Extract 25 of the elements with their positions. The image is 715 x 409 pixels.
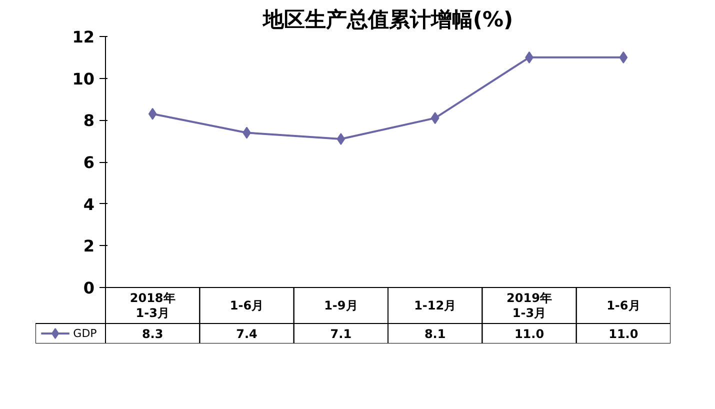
data-label: 11.0 xyxy=(608,327,638,341)
y-tick-label: 6 xyxy=(83,153,95,172)
x-tick-label: 1-6月 xyxy=(606,298,640,312)
x-tick-label: 1-9月 xyxy=(324,298,358,312)
y-tick-label: 10 xyxy=(72,69,94,88)
data-label: 11.0 xyxy=(514,327,544,341)
point xyxy=(336,132,346,145)
chart-title: 地区生产总值累计增幅(%) xyxy=(262,8,514,32)
point xyxy=(430,112,440,124)
x-tick-label: 2019年 1-3月 xyxy=(506,290,552,320)
point xyxy=(148,108,157,120)
y-tick-label: 0 xyxy=(83,278,95,298)
data-label: 7.4 xyxy=(236,327,258,341)
y-tick-label: 8 xyxy=(83,111,95,130)
data-label: 8.1 xyxy=(424,327,446,341)
x-tick-label: 1-12月 xyxy=(414,298,456,312)
x-tick-label: 1-6月 xyxy=(230,298,264,312)
point xyxy=(619,51,628,64)
y-tick-label: 2 xyxy=(83,236,95,256)
data-label: 8.3 xyxy=(142,327,164,341)
legend-label: GDP xyxy=(73,327,98,340)
x-tick-label: 2018年 1-3月 xyxy=(130,290,176,320)
data-label: 7.1 xyxy=(330,327,352,341)
y-tick-label: 12 xyxy=(72,28,94,46)
y-tick-label: 4 xyxy=(83,194,95,214)
